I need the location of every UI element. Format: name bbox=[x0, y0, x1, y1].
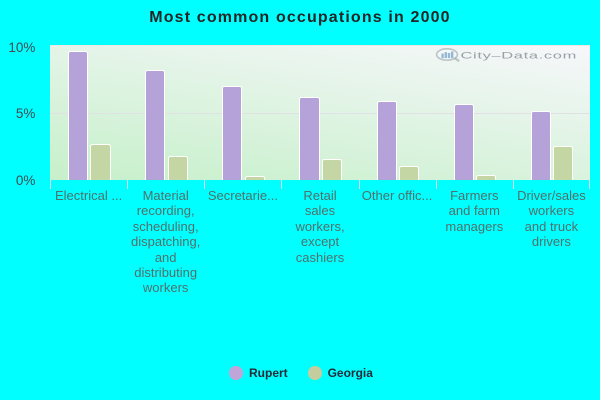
svg-text:City–Data.com: City–Data.com bbox=[461, 50, 577, 60]
